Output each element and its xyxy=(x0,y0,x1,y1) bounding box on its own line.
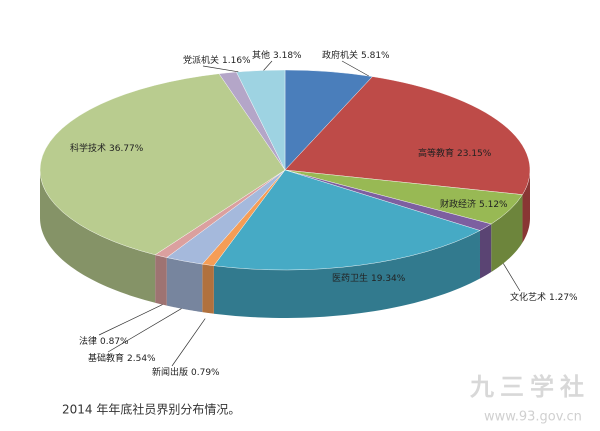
data-label: 文化艺术 1.27% xyxy=(510,291,578,303)
label-value: 1.27% xyxy=(549,293,578,303)
labels: 政府机关 5.81% 高等教育 23.15% 财政经济 5.12% 文化艺术 1.27% 医药卫… xyxy=(70,49,578,378)
data-label: 基础教育 2.54% xyxy=(88,352,156,364)
label-name: 财政经济 xyxy=(440,198,476,210)
data-label: 医药卫生 19.34% xyxy=(332,272,406,284)
leader-line xyxy=(202,65,239,73)
label-value: 23.15% xyxy=(457,149,492,159)
caption: 2014 年年底社员界别分布情况。 xyxy=(62,402,240,417)
leader-line xyxy=(503,263,521,292)
label-value: 3.18% xyxy=(273,51,302,61)
leader-line xyxy=(263,60,273,71)
label-name: 法律 xyxy=(79,335,97,347)
leader-line xyxy=(171,318,206,367)
pie-slice xyxy=(39,73,286,256)
label-name: 新闻出版 xyxy=(152,366,188,378)
pie-side xyxy=(479,224,492,279)
label-value: 0.87% xyxy=(100,337,129,347)
data-label: 党派机关 1.16% xyxy=(183,54,251,66)
label-name: 文化艺术 xyxy=(510,291,546,303)
watermark-title: 九三学社 xyxy=(469,373,590,401)
data-label: 法律 0.87% xyxy=(79,335,129,347)
leader-line xyxy=(341,60,369,77)
label-value: 5.12% xyxy=(479,200,508,210)
pie xyxy=(39,69,531,318)
label-name: 基础教育 xyxy=(88,352,124,364)
data-label: 新闻出版 0.79% xyxy=(152,366,220,378)
pie-side xyxy=(491,194,523,273)
leader-line xyxy=(98,304,163,336)
data-label: 政府机关 5.81% xyxy=(322,49,390,61)
data-label: 财政经济 5.12% xyxy=(440,198,508,210)
pie-slice xyxy=(236,69,286,171)
label-value: 36.77% xyxy=(109,144,144,154)
watermark-url: www.93.gov.cn xyxy=(484,410,582,425)
pie-side xyxy=(40,170,156,303)
pie-slice xyxy=(213,169,481,271)
label-name: 党派机关 xyxy=(183,54,219,66)
label-value: 2.54% xyxy=(127,354,156,364)
pie-slice xyxy=(284,76,531,195)
label-value: 0.79% xyxy=(191,368,220,378)
pie-side xyxy=(213,230,480,318)
label-value: 19.34% xyxy=(371,274,406,284)
label-name: 科学技术 xyxy=(70,142,106,154)
label-name: 政府机关 xyxy=(322,49,358,61)
pie-side xyxy=(202,264,214,314)
data-label: 其他 3.18% xyxy=(252,49,302,61)
pie-side xyxy=(522,170,530,243)
pie-side xyxy=(166,257,203,313)
pie-side xyxy=(155,254,167,306)
data-label: 科学技术 36.77% xyxy=(70,142,144,154)
label-value: 5.81% xyxy=(361,51,390,61)
label-name: 其他 xyxy=(252,49,270,61)
label-value: 1.16% xyxy=(222,56,251,66)
leader-line xyxy=(107,308,182,353)
label-name: 医药卫生 xyxy=(332,272,368,284)
label-name: 高等教育 xyxy=(418,147,454,159)
data-label: 高等教育 23.15% xyxy=(418,147,492,159)
